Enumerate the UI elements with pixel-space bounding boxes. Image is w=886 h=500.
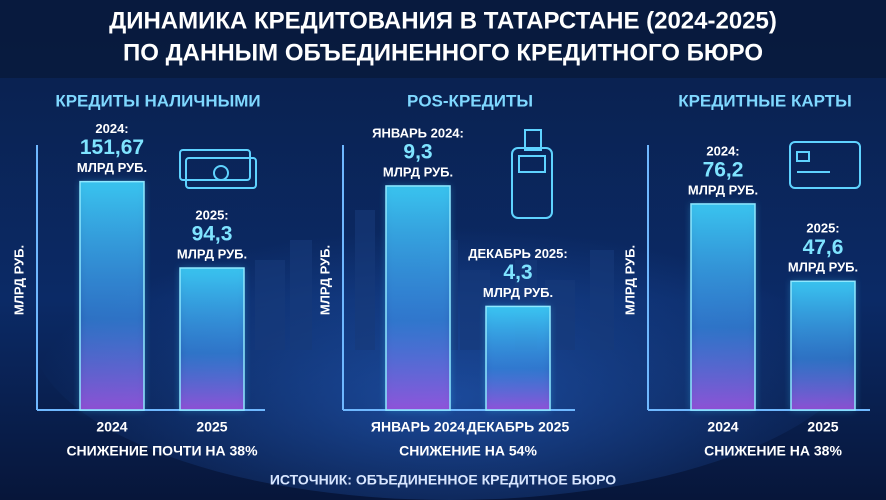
x-tick-label: 2024 xyxy=(96,419,127,435)
value-label: 47,6 xyxy=(803,236,844,259)
bar xyxy=(179,267,245,411)
bar xyxy=(790,280,856,411)
unit-label: МЛРД РУБ. xyxy=(177,246,247,261)
skyline xyxy=(255,210,614,350)
value-label: 151,67 xyxy=(80,136,144,159)
note: СНИЖЕНИЕ ПОЧТИ НА 38% xyxy=(66,443,258,459)
x-tick-label: 2025 xyxy=(196,419,227,435)
unit-label: МЛРД РУБ. xyxy=(788,260,858,275)
bar xyxy=(385,185,451,411)
value-label: 76,2 xyxy=(703,158,744,181)
x-tick-label: 2024 xyxy=(707,419,738,435)
panel-title: POS-КРЕДИТЫ xyxy=(407,91,533,110)
note: СНИЖЕНИЕ НА 38% xyxy=(704,443,842,459)
value-label: 94,3 xyxy=(192,223,233,246)
bar-label: ЯНВАРЬ 2024: xyxy=(372,125,464,140)
panel-title: КРЕДИТНЫЕ КАРТЫ xyxy=(678,91,852,110)
card-icon xyxy=(789,141,861,189)
bar xyxy=(79,180,145,411)
unit-label: МЛРД РУБ. xyxy=(77,160,147,175)
source: ИСТОЧНИК: ОБЪЕДИНЕННОЕ КРЕДИТНОЕ БЮРО xyxy=(270,472,616,488)
unit-label: МЛРД РУБ. xyxy=(383,164,453,179)
x-tick-label: 2025 xyxy=(807,419,838,435)
pos-icon xyxy=(511,129,553,219)
bar xyxy=(485,305,551,411)
value-label: 9,3 xyxy=(403,141,432,164)
y-axis-label: МЛРД РУБ. xyxy=(11,245,26,315)
header-band xyxy=(0,0,886,78)
subtitle: ПО ДАННЫМ ОБЪЕДИНЕННОГО КРЕДИТНОГО БЮРО xyxy=(123,39,763,66)
unit-label: МЛРД РУБ. xyxy=(688,182,758,197)
bar-label: 2025: xyxy=(195,207,228,222)
note: СНИЖЕНИЕ НА 54% xyxy=(399,443,537,459)
x-tick-label: ДЕКАБРЬ 2025 xyxy=(467,419,570,435)
bar-label: 2025: xyxy=(806,221,839,236)
bar-label: ДЕКАБРЬ 2025: xyxy=(468,246,567,261)
unit-label: МЛРД РУБ. xyxy=(483,285,553,300)
bar-label: 2024: xyxy=(706,143,739,158)
y-axis-label: МЛРД РУБ. xyxy=(622,245,637,315)
value-label: 4,3 xyxy=(503,261,532,284)
y-axis-label: МЛРД РУБ. xyxy=(317,245,332,315)
bar xyxy=(690,203,756,411)
money-icon xyxy=(179,149,257,189)
bar-label: 2024: xyxy=(95,121,128,136)
panel-title: КРЕДИТЫ НАЛИЧНЫМИ xyxy=(55,91,260,110)
x-tick-label: ЯНВАРЬ 2024 xyxy=(371,419,465,435)
title: ДИНАМИКА КРЕДИТОВАНИЯ В ТАТАРСТАНЕ (2024… xyxy=(109,7,777,34)
